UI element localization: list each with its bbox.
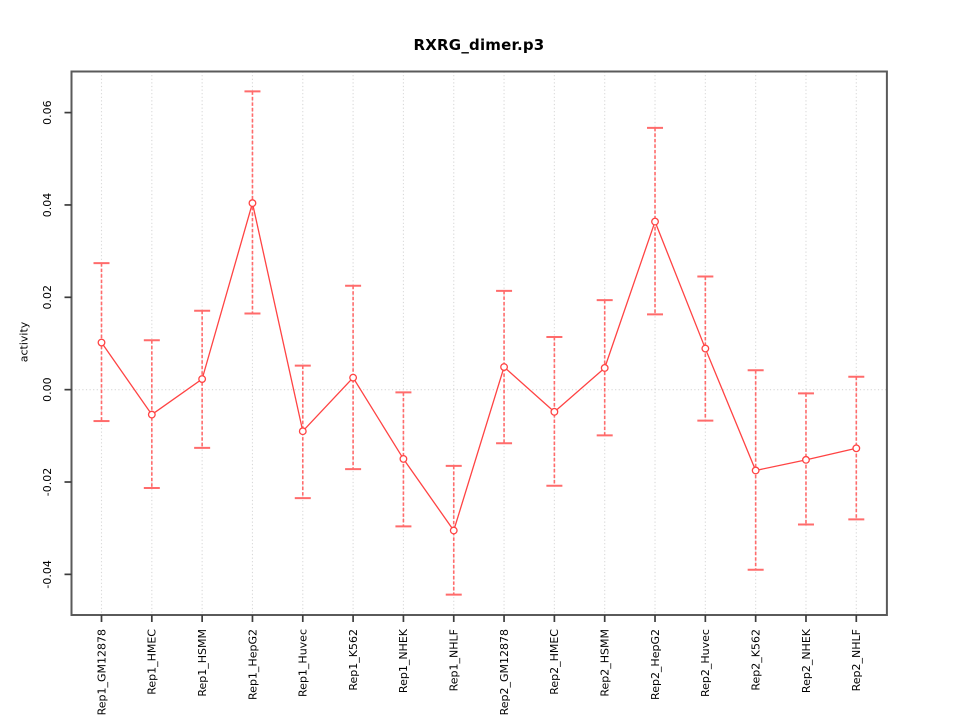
x-tick-label: Rep1_K562 [347, 629, 360, 691]
x-tick-label: Rep1_HSMM [196, 629, 209, 697]
data-point [500, 363, 509, 371]
x-tick-label: Rep2_HSMM [599, 629, 612, 697]
data-point [600, 364, 609, 372]
x-tick-label: Rep2_HepG2 [649, 629, 662, 700]
data-point [701, 344, 710, 353]
plot-title: RXRG_dimer.p3 [413, 36, 545, 54]
data-point [802, 455, 810, 464]
data-point [751, 466, 760, 475]
data-point [550, 407, 559, 416]
y-tick-label: -0.04 [41, 560, 54, 588]
y-tick-label: 0.06 [41, 100, 54, 125]
x-tick-label: Rep1_NHEK [397, 628, 410, 693]
x-tick-label: Rep1_Huvec [297, 629, 310, 697]
x-tick-label: Rep2_K562 [749, 629, 762, 691]
data-point [852, 444, 861, 453]
y-tick-label: -0.02 [41, 468, 54, 496]
x-tick-label: Rep2_Huvec [699, 629, 712, 697]
data-point [651, 217, 659, 226]
y-tick-label: 0.04 [41, 193, 54, 218]
data-point [198, 375, 207, 383]
data-point [147, 410, 156, 419]
series-line [100, 202, 857, 532]
y-tick-label: 0.02 [41, 285, 54, 310]
x-tick-label: Rep1_NHLF [448, 629, 461, 691]
data-point [449, 526, 458, 535]
plot-box [70, 70, 888, 616]
y-tick-label: 0.00 [41, 377, 54, 402]
x-tick-label: Rep1_GM12878 [95, 629, 108, 715]
x-tick-label: Rep1_HepG2 [246, 629, 259, 700]
data-point [349, 373, 358, 382]
data-point [298, 427, 307, 436]
x-tick-label: Rep2_GM12878 [498, 629, 511, 715]
data-point [399, 454, 408, 463]
x-tick-label: Rep2_NHEK [800, 628, 813, 693]
x-tick-label: Rep1_HMEC [146, 629, 159, 695]
x-tick-label: Rep2_NHLF [850, 629, 863, 691]
x-tick-label: Rep2_HMEC [548, 629, 561, 695]
data-point [248, 199, 257, 208]
data-point [97, 338, 106, 347]
